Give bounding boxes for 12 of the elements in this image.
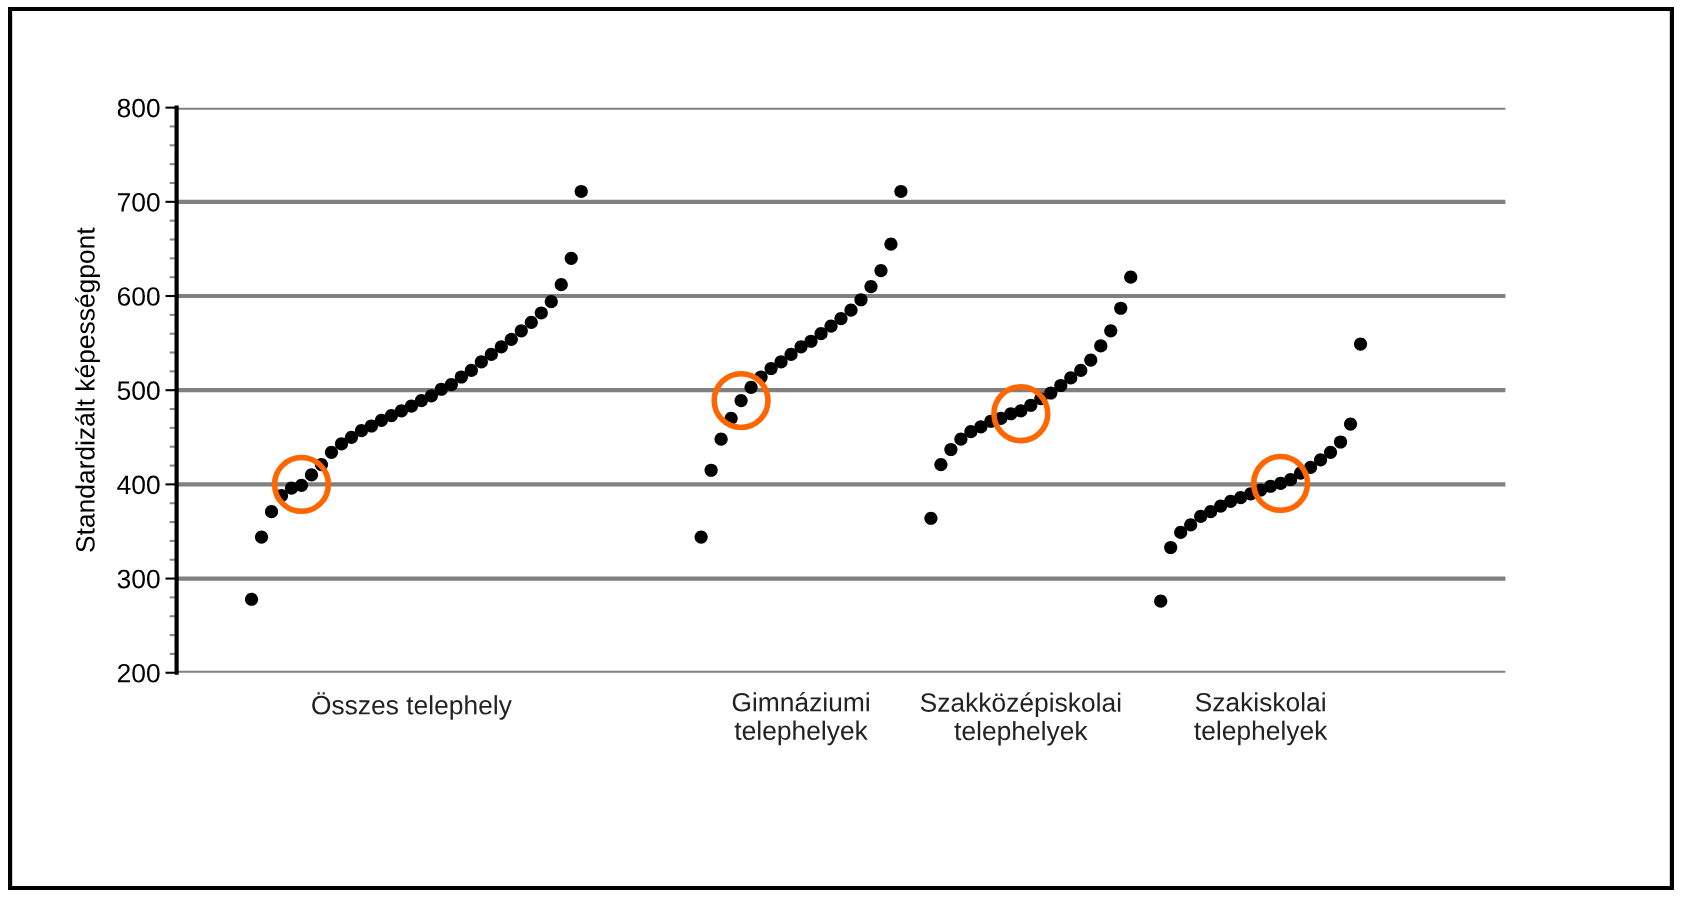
y-tick-label: 400 xyxy=(117,475,160,495)
y-tick-label: 800 xyxy=(117,98,160,118)
y-tick-label: 600 xyxy=(117,287,160,306)
y-tick-label: 200 xyxy=(117,663,160,683)
x-tick-label: Gimnáziumi telephelyek xyxy=(732,691,869,746)
y-tick-label: 700 xyxy=(117,192,160,212)
y-tick-label: 300 xyxy=(117,569,160,589)
y-tick-label: 500 xyxy=(117,381,160,401)
x-tick-label: Szakközépiskolai telephelyek xyxy=(920,692,1121,746)
y-axis-title: Standardizált képességpont xyxy=(75,227,100,552)
x-tick-label: Összes telephely xyxy=(312,692,512,720)
x-tick-label: Szakiskolai telephelyek xyxy=(1194,692,1328,746)
